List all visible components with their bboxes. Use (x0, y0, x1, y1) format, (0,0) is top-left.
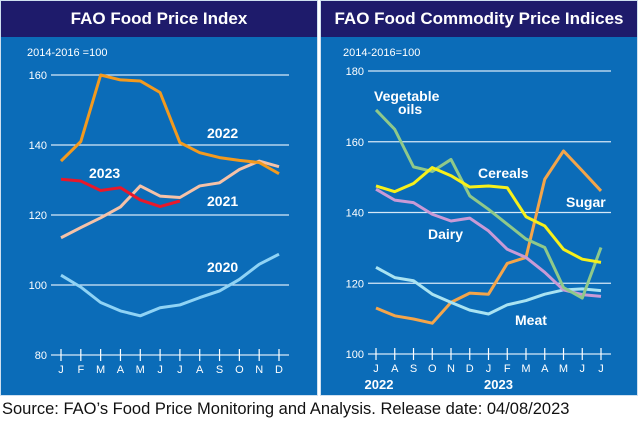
x-tick-label: O (428, 363, 437, 375)
series-line-sugar (375, 149, 603, 325)
year-label: 2023 (484, 377, 513, 392)
y-tick-label: 160 (29, 70, 47, 82)
x-tick-label: O (235, 364, 244, 376)
y-tick-label: 80 (35, 350, 47, 362)
x-tick-label: S (410, 363, 417, 375)
chart-title: FAO Food Price Index (1, 1, 317, 37)
x-tick-label: F (77, 364, 84, 376)
series-label-sugar: Sugar (566, 194, 606, 210)
series-label-2022: 2022 (207, 125, 238, 141)
x-tick-label: N (447, 363, 455, 375)
series-label-2020: 2020 (207, 259, 238, 275)
base-note: 2014-2016 =100 (27, 47, 107, 59)
y-tick-label: 100 (29, 280, 47, 292)
x-tick-label: J (58, 364, 64, 376)
year-label: 2022 (365, 377, 394, 392)
y-tick-label: 160 (346, 137, 364, 149)
y-tick-label: 140 (346, 208, 364, 220)
x-tick-label: D (466, 363, 474, 375)
x-tick-label: M (96, 364, 105, 376)
x-tick-label: N (255, 364, 263, 376)
commodity-price-indices-panel: FAO Food Commodity Price Indices 2014-20… (320, 0, 638, 396)
food-price-index-panel: FAO Food Price Index 2014-2016 =100 80 10… (0, 0, 318, 396)
base-note: 2014-2016=100 (343, 47, 420, 59)
x-tick-label: A (391, 363, 399, 375)
x-tick-label: A (117, 364, 125, 376)
series-label-2023: 2023 (89, 165, 120, 181)
y-tick-label: 120 (29, 210, 47, 222)
series-label-2021: 2021 (207, 193, 238, 209)
y-tick-label: 140 (29, 140, 47, 152)
x-tick-label: M (559, 363, 568, 375)
x-tick-label: S (216, 364, 223, 376)
y-tick-label: 100 (346, 349, 364, 361)
series-label-vegetable-oils-2: oils (398, 101, 422, 117)
x-tick-label: J (373, 363, 379, 375)
x-tick-label: F (504, 363, 511, 375)
y-tick-label: 180 (346, 66, 364, 78)
source-note: Source: FAO’s Food Price Monitoring and … (2, 400, 570, 418)
series-line-vegetable-oils (374, 108, 603, 300)
series-line-cereals (375, 166, 602, 264)
x-tick-label: M (136, 364, 145, 376)
series-label-meat: Meat (515, 312, 547, 328)
x-tick-label: A (196, 364, 204, 376)
x-tick-label: J (177, 364, 183, 376)
series-line-dairy (375, 187, 602, 298)
x-tick-label: M (521, 363, 530, 375)
x-tick-label: J (580, 363, 586, 375)
chart-title: FAO Food Commodity Price Indices (321, 1, 637, 37)
series-label-vegetable-oils-1: Vegetable (374, 88, 440, 104)
series-line-2022 (59, 73, 280, 176)
x-tick-label: J (486, 363, 492, 375)
y-tick-label: 120 (346, 278, 364, 290)
x-tick-label: D (275, 364, 283, 376)
x-tick-label: J (598, 363, 604, 375)
series-line-2021 (60, 159, 280, 240)
x-tick-label: J (157, 364, 163, 376)
series-label-cereals: Cereals (478, 165, 529, 181)
series-line-2023 (60, 177, 181, 209)
x-tick-label: A (541, 363, 549, 375)
series-line-2020 (60, 252, 280, 318)
series-label-dairy: Dairy (428, 226, 463, 242)
